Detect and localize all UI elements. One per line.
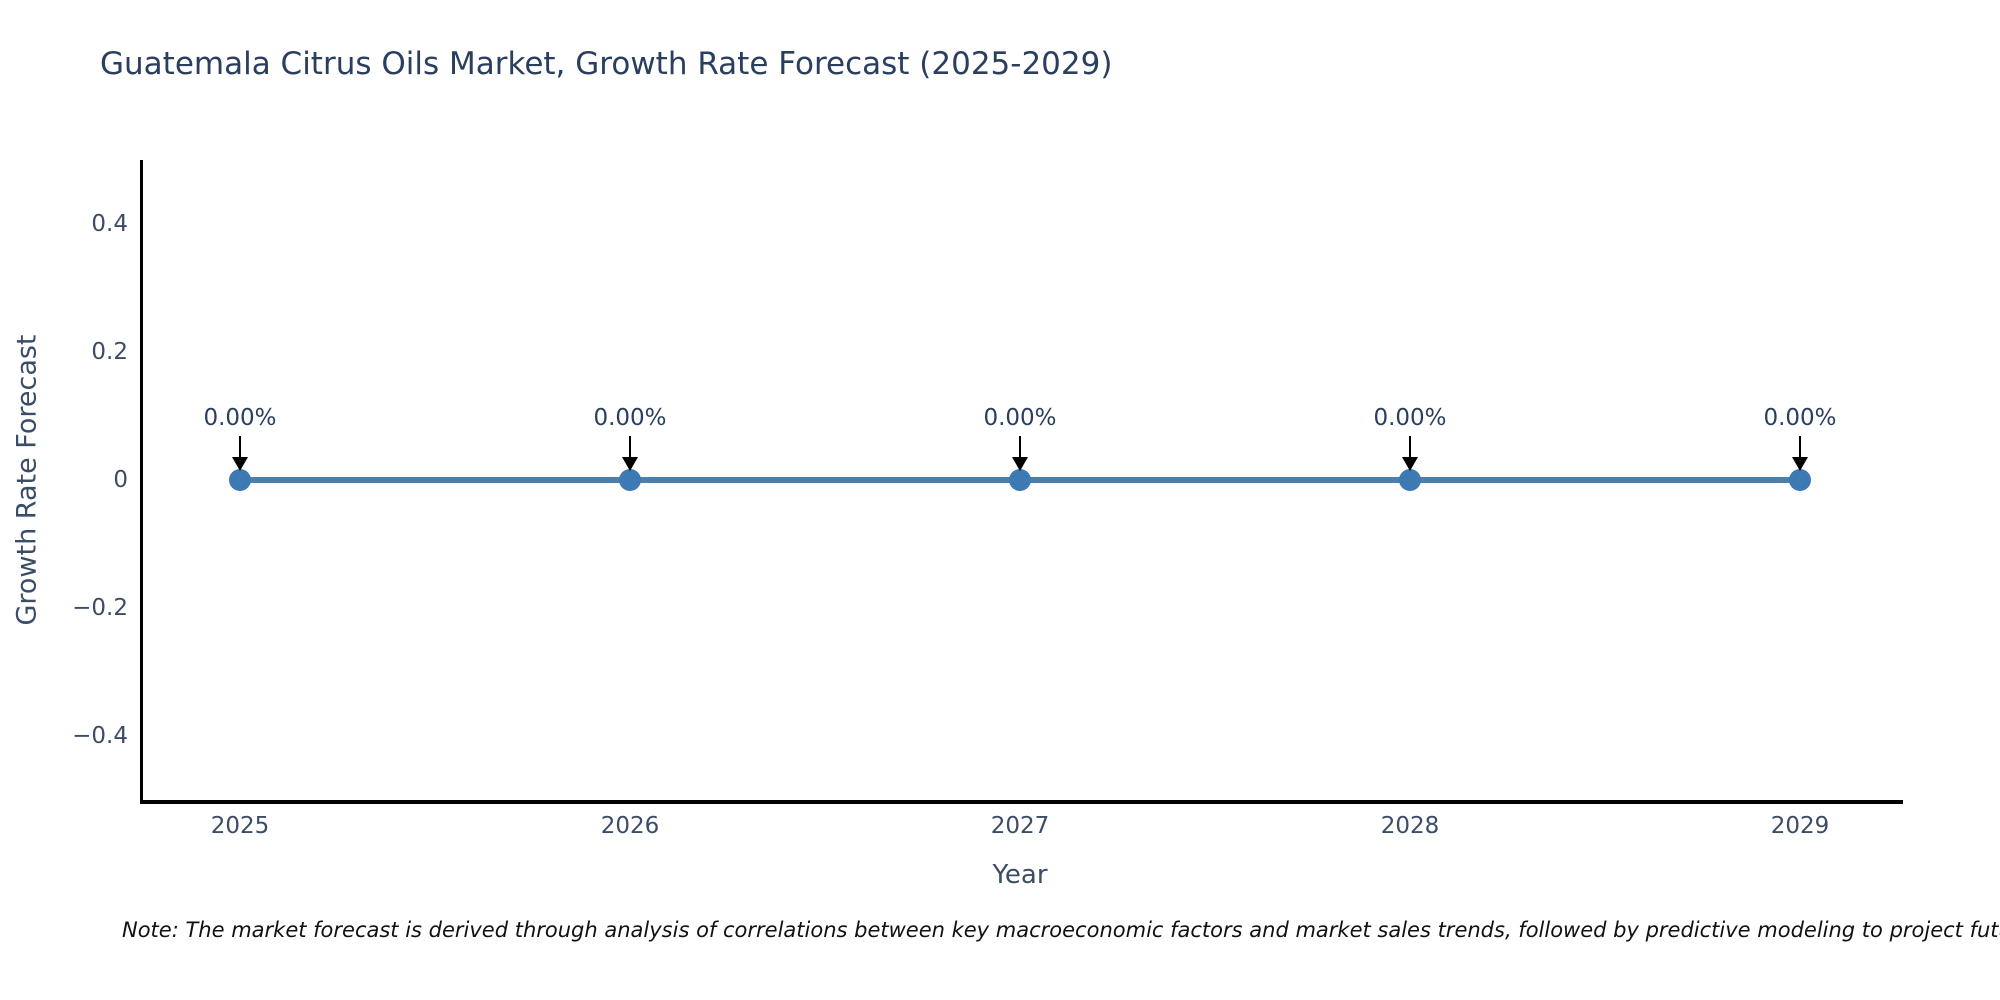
y-tick-label: −0.4 (72, 723, 128, 749)
annotation-arrow-stem (1409, 436, 1411, 458)
x-tick-label: 2027 (990, 813, 1050, 839)
x-tick-label: 2025 (210, 813, 270, 839)
data-point-marker (229, 469, 251, 491)
point-annotation-label: 0.00% (983, 405, 1057, 431)
y-tick-label: 0.2 (91, 339, 128, 365)
data-point-marker (619, 469, 641, 491)
footnote: Note: The market forecast is derived thr… (122, 918, 2000, 942)
annotation-arrow-head (622, 457, 638, 471)
data-point-marker (1009, 469, 1031, 491)
x-tick-label: 2026 (600, 813, 660, 839)
annotation-arrow-stem (1019, 436, 1021, 458)
x-axis-title: Year (992, 860, 1048, 890)
x-tick-label: 2028 (1380, 813, 1440, 839)
y-tick-label: 0.4 (91, 211, 128, 237)
annotation-arrow-stem (1799, 436, 1801, 458)
annotation-arrow-head (1792, 457, 1808, 471)
plot-area (140, 160, 1903, 804)
x-tick-label: 2029 (1770, 813, 1830, 839)
chart-title: Guatemala Citrus Oils Market, Growth Rat… (100, 46, 1113, 82)
point-annotation-label: 0.00% (593, 405, 667, 431)
point-annotation-label: 0.00% (1373, 405, 1447, 431)
annotation-arrow-head (232, 457, 248, 471)
y-tick-label: 0 (113, 467, 128, 493)
annotation-arrow-head (1402, 457, 1418, 471)
annotation-arrow-head (1012, 457, 1028, 471)
annotation-arrow-stem (629, 436, 631, 458)
point-annotation-label: 0.00% (1763, 405, 1837, 431)
data-point-marker (1399, 469, 1421, 491)
annotation-arrow-stem (239, 436, 241, 458)
point-annotation-label: 0.00% (203, 405, 277, 431)
y-tick-label: −0.2 (72, 595, 128, 621)
data-point-marker (1789, 469, 1811, 491)
